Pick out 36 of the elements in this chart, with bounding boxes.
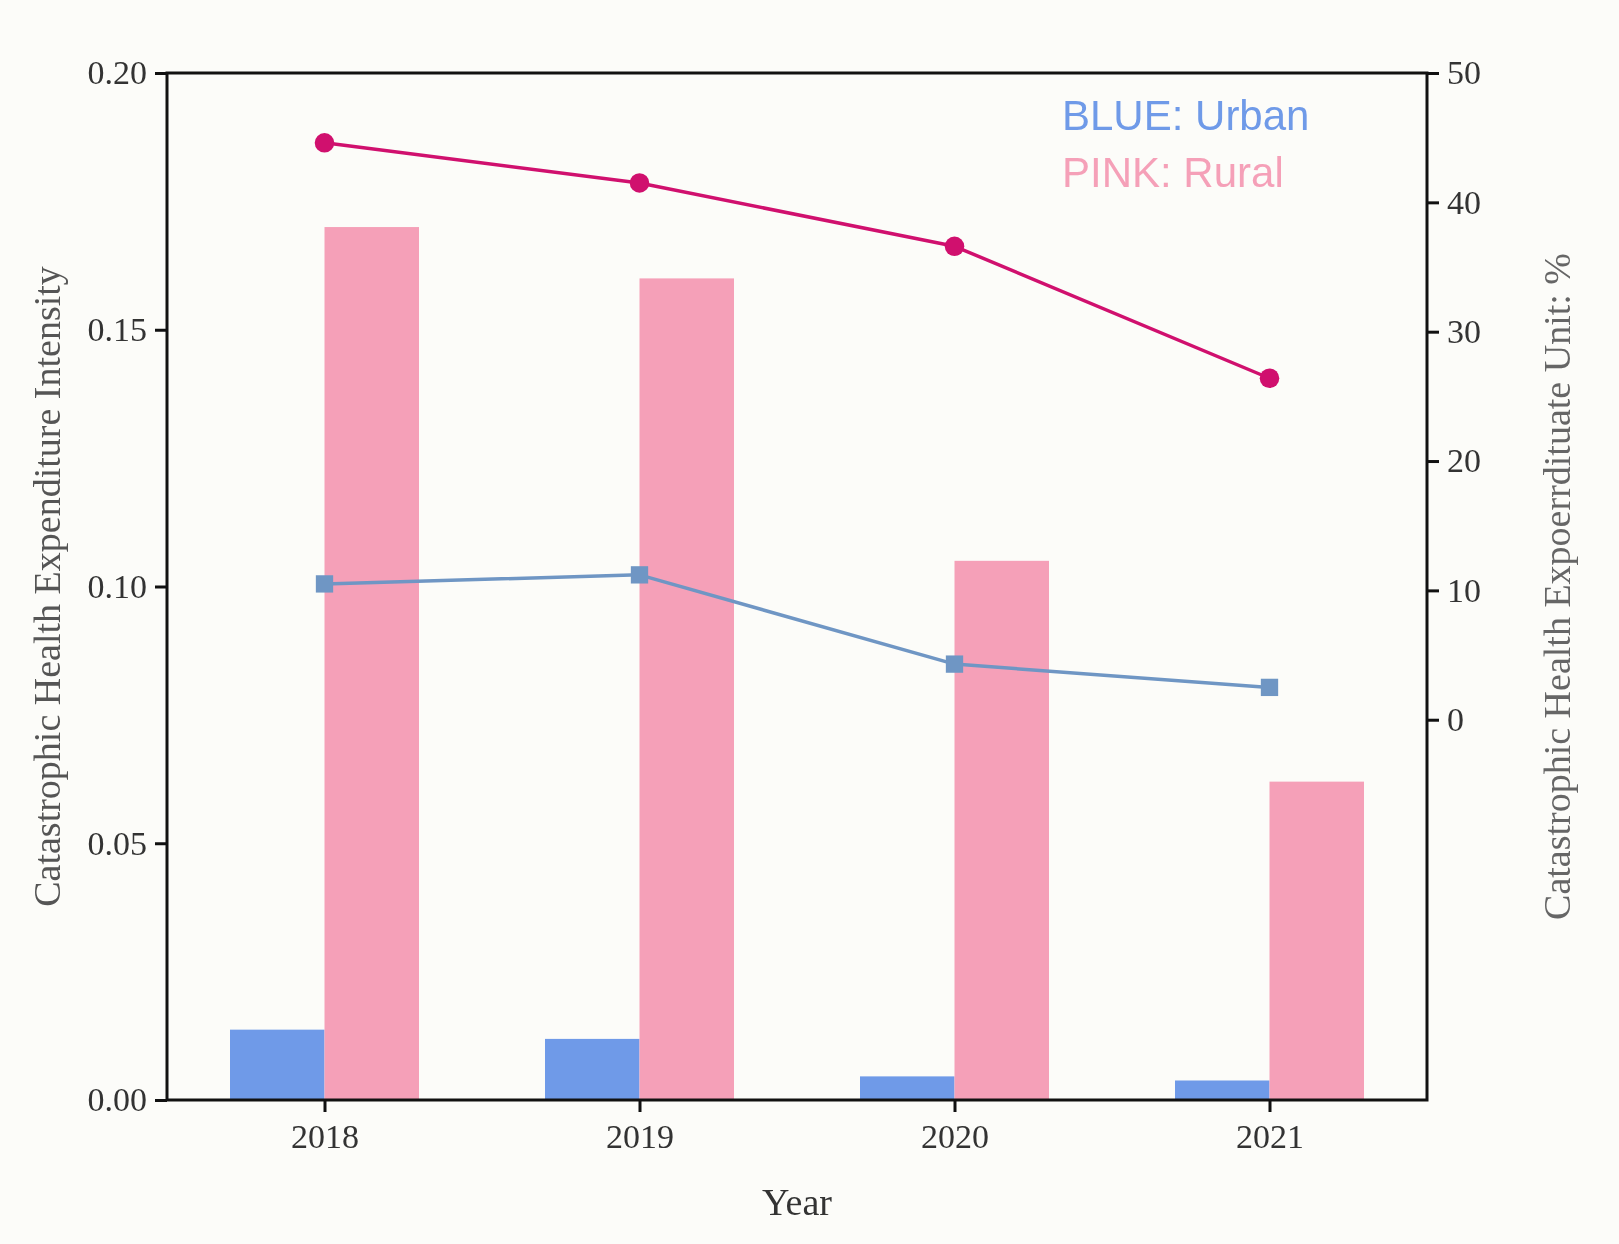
y-tick-label: 0.20 xyxy=(87,54,147,92)
annotation: BLUE: Urban xyxy=(1062,92,1310,139)
point xyxy=(314,133,335,153)
point xyxy=(1260,678,1279,697)
y2-tick-label: 0 xyxy=(1447,701,1464,739)
x-tick-label: 2020 xyxy=(921,1118,989,1156)
y-tick-label: 0.05 xyxy=(87,824,147,862)
point xyxy=(945,655,964,673)
bar xyxy=(860,1076,955,1100)
y-axis-title: Catastrophic Health Expenditure Intensity xyxy=(26,266,68,907)
y2-tick-label: 40 xyxy=(1447,183,1481,221)
bar xyxy=(230,1029,325,1100)
y2-tick-label: 10 xyxy=(1447,571,1481,609)
y2-axis-title: Catastrophic Health Expoerrdituate Unit: % xyxy=(1536,253,1578,920)
bar xyxy=(639,278,734,1100)
y2-tick-label: 30 xyxy=(1447,313,1481,351)
bar xyxy=(545,1038,640,1100)
x-tick-label: 2018 xyxy=(291,1118,359,1156)
y-tick-label: 0.15 xyxy=(87,311,147,349)
y-tick-label: 0.00 xyxy=(87,1081,147,1119)
annotation: PINK: Rural xyxy=(1062,149,1284,196)
point xyxy=(944,236,965,257)
x-tick-label: 2019 xyxy=(606,1118,674,1156)
y2-tick-label: 20 xyxy=(1447,442,1481,480)
bar xyxy=(954,560,1049,1100)
y2-tick-label: 50 xyxy=(1447,54,1481,92)
point xyxy=(630,566,649,584)
bar xyxy=(324,227,419,1100)
bar xyxy=(1269,781,1364,1100)
point xyxy=(315,575,334,593)
point xyxy=(629,173,650,193)
x-tick-label: 2021 xyxy=(1236,1118,1304,1156)
point xyxy=(1259,368,1280,389)
x-axis-title: Year xyxy=(761,1181,833,1223)
y-tick-label: 0.10 xyxy=(87,567,147,605)
bar xyxy=(1175,1080,1270,1100)
